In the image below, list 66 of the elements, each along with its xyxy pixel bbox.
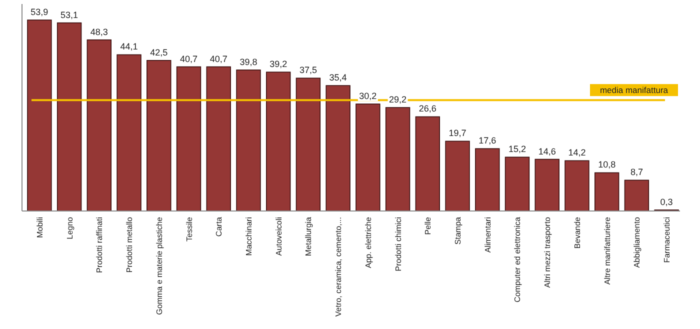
data-label: 14,2 [568,148,586,158]
x-tick-label: Prodotti metallo [125,216,134,273]
x-tick-label: Macchinari [244,216,254,256]
x-tick-label: App. elettriche [364,216,373,268]
data-label: 40,7 [180,54,198,64]
bar [206,66,231,212]
bar [564,160,590,212]
x-tick-label: Prodotti raffinati [95,216,104,273]
x-tick-label: Tessile [184,216,194,242]
x-tick-label: Abbigliamento [632,216,642,268]
bar [146,60,172,212]
data-label: 42,5 [150,47,168,58]
bar [176,66,202,212]
bar [356,104,380,212]
x-tick-label: Alimentari [483,216,492,253]
data-label: 39,8 [240,56,258,67]
x-tick-label: Mobili [35,216,44,238]
data-label: 53,1 [60,10,78,20]
x-tick-label: Gomma e materie plastiche [154,216,164,315]
data-label: 0,3 [660,196,673,207]
data-label: 19,7 [448,128,466,138]
bar [266,72,291,212]
x-tick-label: Bevande [572,216,582,249]
bar [56,22,82,212]
data-label: 15,2 [508,144,526,154]
data-label: 40,7 [210,54,228,64]
x-tick-label: Pelle [424,216,433,235]
bar [534,158,560,212]
x-tick-label: Altre manifatturiere [602,216,612,285]
data-label: 44,1 [120,42,138,52]
x-tick-label: Stampa [454,216,463,245]
x-tick-label: Farmaceutici [662,216,672,263]
bar [116,54,142,212]
data-label: 53,9 [30,7,48,17]
bar [296,78,321,212]
data-label: 30,2 [359,90,377,101]
x-tick-label: Prodotti chimici [394,216,403,272]
x-tick-label: Autoveicoli [274,216,284,256]
data-label: 29,2 [389,94,407,105]
data-label: 48,3 [90,26,108,37]
bar [385,107,410,212]
bar [445,140,470,212]
data-label: 14,6 [538,146,556,156]
data-label: 17,6 [478,136,496,146]
ref-line-label: media manifattura [600,85,668,96]
data-label: 37,5 [299,65,317,76]
data-label: 39,2 [270,59,288,70]
x-tick-label: Legno [65,216,74,240]
x-tick-label: Vetro, ceramica, cemento,... [334,217,344,317]
bar [415,116,440,212]
data-label: 35,4 [329,72,347,83]
bar [236,70,261,212]
bar [504,156,530,212]
x-tick-label: Carta [214,216,224,237]
data-label: 26,6 [418,104,436,114]
bar [326,85,350,212]
x-tick-label: Computer ed elettronica [513,216,522,302]
data-label: 8,7 [630,167,643,178]
bar [624,180,650,212]
bar [27,20,52,212]
data-label: 10,8 [598,160,616,170]
x-tick-label: Altri mezzi trasporto [543,216,552,288]
bar [475,148,500,212]
bar [594,172,620,212]
bar [86,39,112,212]
x-tick-label: Metallurgia [304,216,314,256]
